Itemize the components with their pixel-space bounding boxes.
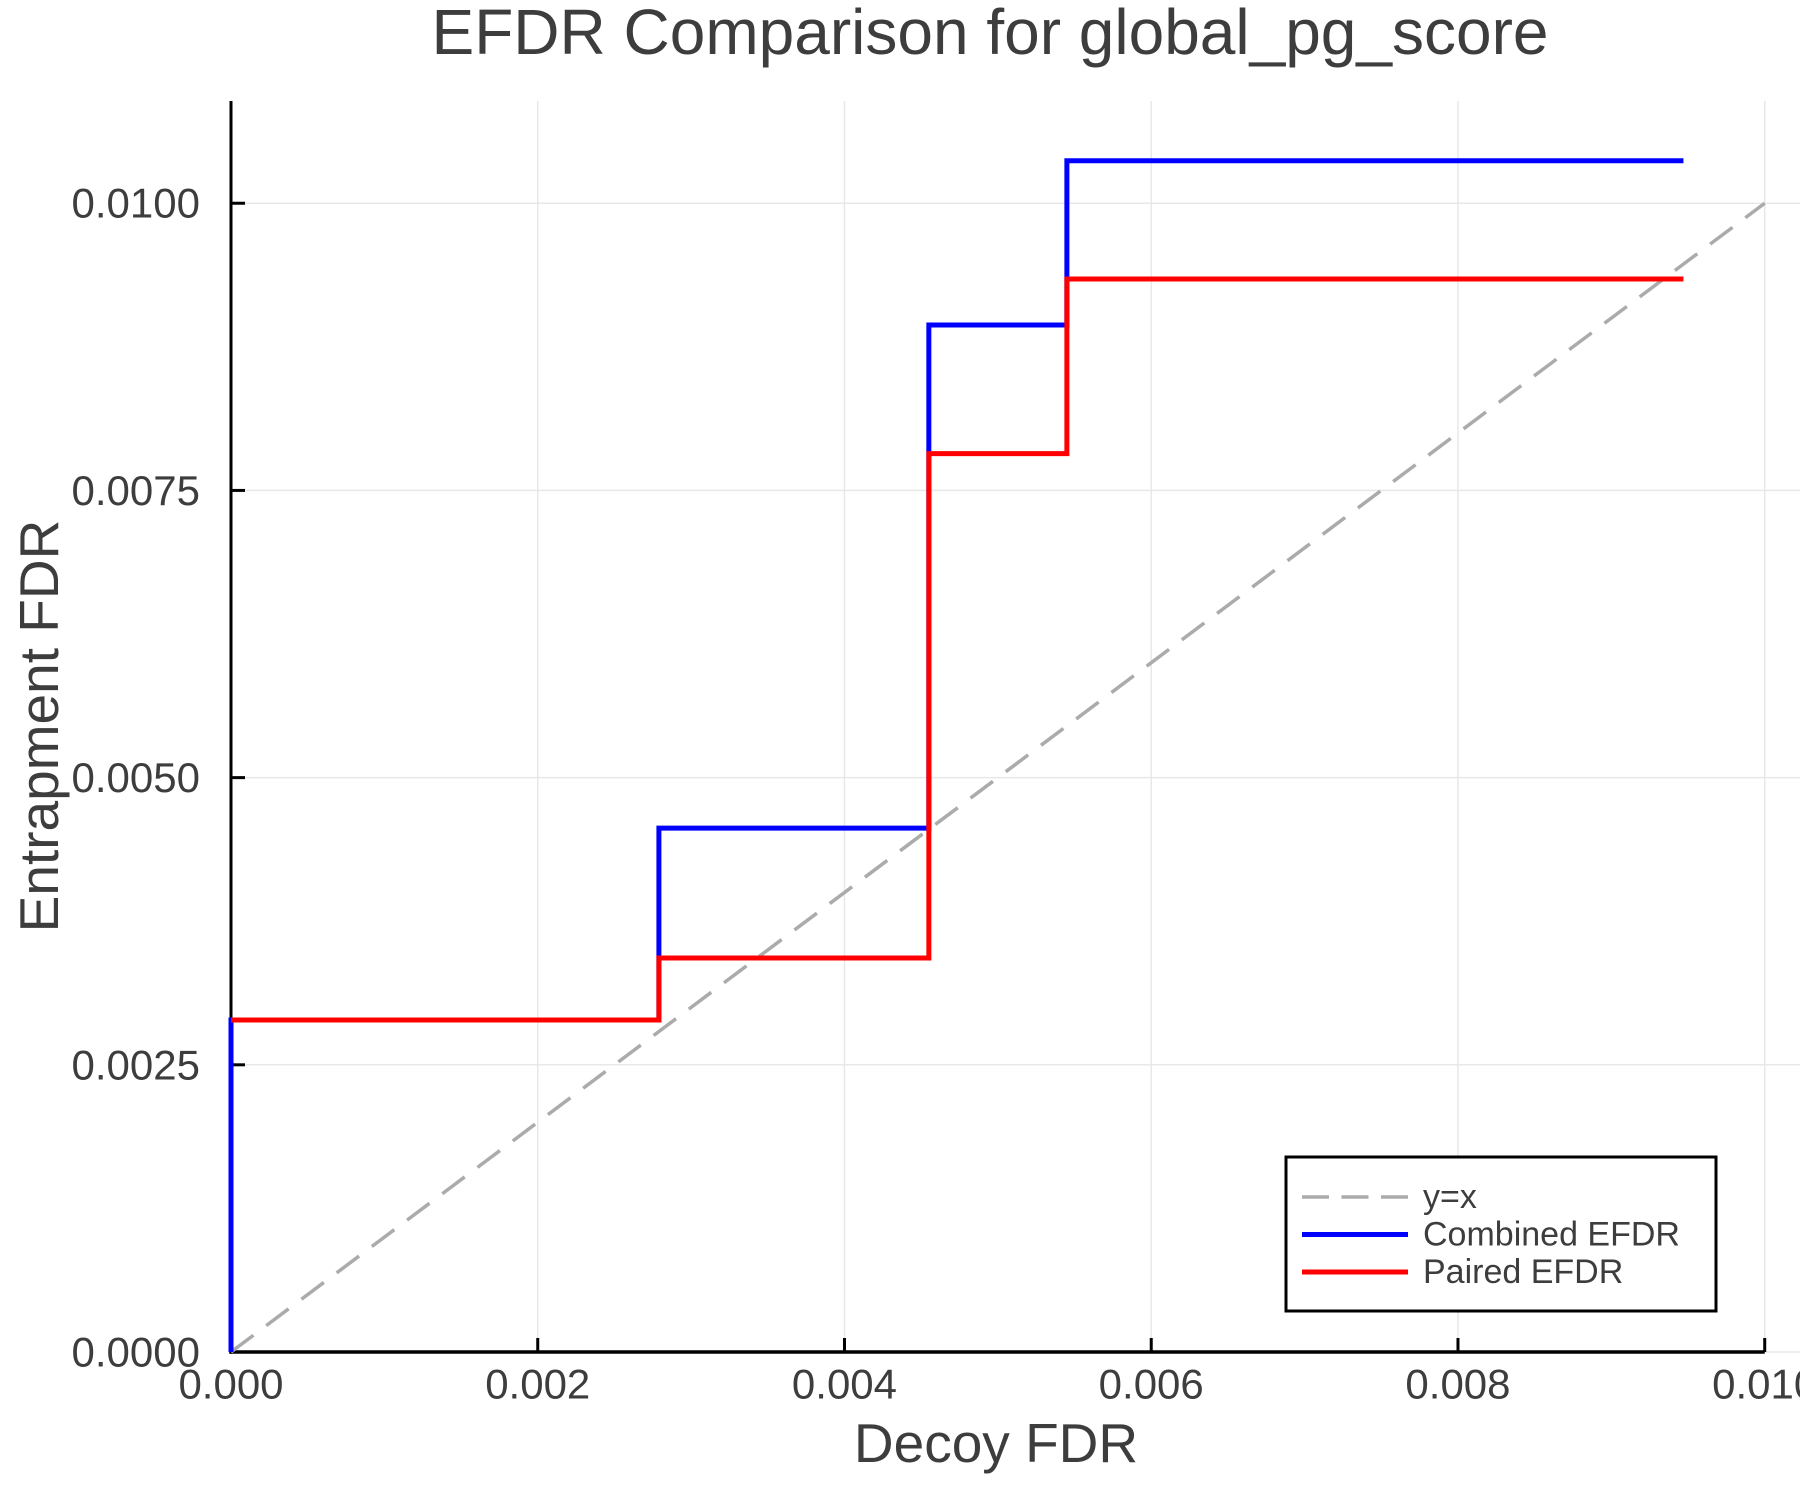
series-layer bbox=[228, 158, 1766, 1354]
series-y-x-line bbox=[229, 201, 1766, 1354]
legend-label-y-x: y=x bbox=[1423, 1178, 1477, 1216]
legend-label-combined-efdr: Combined EFDR bbox=[1423, 1216, 1680, 1254]
x-tick-label: 0.004 bbox=[792, 1360, 897, 1407]
x-tick-label: 0.000 bbox=[178, 1360, 283, 1407]
axis-layer: 0.000 0.002 0.004 0.006 0.008 0.010 0.0000 0.00… bbox=[72, 101, 1800, 1407]
series-paired-efdr-line bbox=[231, 276, 1684, 1023]
y-axis-label: Entrapment FDR bbox=[8, 520, 70, 933]
legend-label-paired-efdr: Paired EFDR bbox=[1423, 1253, 1623, 1291]
y-tick-label: 0.0000 bbox=[72, 1329, 200, 1376]
chart-title: EFDR Comparison for global_pg_score bbox=[432, 0, 1549, 68]
y-tick-label: 0.0050 bbox=[72, 754, 200, 801]
x-tick-label: 0.002 bbox=[485, 1360, 590, 1407]
x-tick-label: 0.010 bbox=[1712, 1360, 1800, 1407]
y-tick-label: 0.0100 bbox=[72, 180, 200, 227]
x-axis-label: Decoy FDR bbox=[854, 1412, 1138, 1474]
x-tick-label: 0.006 bbox=[1099, 1360, 1204, 1407]
y-tick-label: 0.0025 bbox=[72, 1041, 200, 1088]
x-tick-label: 0.008 bbox=[1405, 1360, 1510, 1407]
y-tick-label: 0.0075 bbox=[72, 467, 200, 514]
